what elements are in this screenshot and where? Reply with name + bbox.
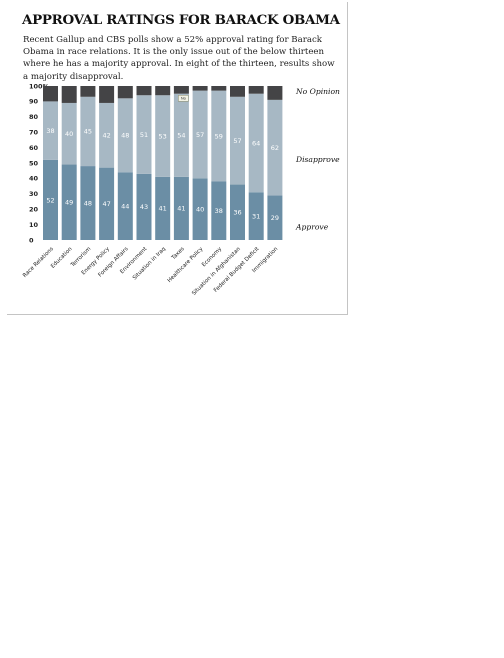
- x-tick-label: Healthcare Policy: [167, 246, 205, 284]
- bar-segment-disapprove: [230, 96, 245, 185]
- bar-segment-approve: [117, 172, 133, 240]
- bar-segment-no-opinion: [61, 86, 77, 103]
- y-tick-label: 0: [29, 236, 34, 244]
- y-tick-label: 50: [29, 159, 39, 167]
- bar-segment-no-opinion: [211, 86, 227, 91]
- bar-segment-no-opinion: [136, 86, 152, 96]
- y-tick-label: 80: [29, 113, 39, 121]
- bar-segment-disapprove: [155, 95, 171, 177]
- bar-segment-no-opinion: [117, 86, 133, 99]
- x-tick-label: Situation in Iraq: [132, 246, 167, 281]
- bar-segment-approve: [61, 164, 77, 240]
- value-label-approve: 44: [121, 202, 129, 210]
- bar-segment-approve: [173, 176, 189, 240]
- bar-segment-disapprove: [211, 90, 227, 182]
- value-label-approve: 41: [177, 205, 185, 213]
- x-tick-label: Race Relations: [22, 246, 55, 279]
- value-label-disapprove: 62: [271, 144, 279, 152]
- bar-segment-approve: [211, 181, 227, 240]
- bar-segment-no-opinion: [155, 86, 171, 96]
- bar-segment-disapprove: [43, 101, 58, 160]
- bar-segment-disapprove: [61, 102, 77, 165]
- bar-segment-no-opinion: [173, 86, 189, 94]
- y-tick-label: 20: [29, 206, 39, 214]
- value-label-disapprove: 59: [215, 132, 223, 140]
- bar-segment-disapprove: [267, 99, 283, 196]
- chart-title: APPROVAL RATINGS FOR BARACK OBAMA: [22, 12, 340, 28]
- annotation-tag: [178, 95, 189, 102]
- value-label-disapprove: 54: [177, 132, 185, 140]
- annotation-tag-text: No: [181, 96, 187, 101]
- value-label-approve: 31: [252, 212, 260, 220]
- bar-segment-disapprove: [80, 96, 96, 167]
- bar-segment-disapprove: [248, 93, 264, 193]
- y-tick-label: 90: [29, 98, 39, 106]
- bar-segment-approve: [248, 192, 264, 240]
- bar-segment-no-opinion: [99, 86, 115, 103]
- value-label-disapprove: 53: [159, 132, 167, 140]
- value-label-approve: 29: [271, 214, 279, 222]
- value-label-disapprove: 45: [84, 128, 92, 136]
- bar-segment-approve: [267, 195, 283, 240]
- bar-segment-approve: [192, 178, 208, 240]
- value-label-disapprove: 64: [252, 139, 260, 147]
- bar-segment-disapprove: [173, 93, 189, 177]
- y-tick-label: 70: [29, 129, 39, 137]
- value-label-disapprove: 42: [102, 132, 110, 140]
- bar-segment-no-opinion: [248, 86, 264, 94]
- value-label-approve: 36: [233, 209, 241, 217]
- bar-segment-approve: [43, 159, 58, 240]
- series-label-no-opinion: No Opinion: [295, 87, 340, 96]
- chart-subtitle: Recent Gallup and CBS polls show a 52% a…: [23, 35, 335, 82]
- bar-segment-approve: [80, 166, 96, 240]
- bar-segment-disapprove: [99, 102, 115, 168]
- y-tick-label: 10: [29, 221, 39, 229]
- bar-segment-no-opinion: [192, 86, 208, 91]
- value-label-disapprove: 38: [46, 127, 54, 135]
- series-label-approve: Approve: [295, 223, 329, 232]
- value-label-disapprove: 57: [196, 131, 204, 139]
- y-tick-label: 40: [29, 175, 39, 183]
- value-label-approve: 48: [84, 199, 92, 207]
- stacked-bar-chart: 0 10 20 30 40 50 60 70 80 90 100% 52 38 Race Relation…: [22, 82, 340, 297]
- bar-segment-approve: [136, 173, 152, 240]
- bar-segment-approve: [99, 167, 115, 240]
- value-label-approve: 43: [140, 203, 148, 211]
- bar-segment-no-opinion: [267, 86, 283, 100]
- value-label-approve: 49: [65, 199, 73, 207]
- bar-segment-no-opinion: [80, 86, 96, 97]
- value-label-approve: 38: [215, 207, 223, 215]
- bar-segment-disapprove: [192, 90, 208, 179]
- bar-segment-no-opinion: [230, 86, 245, 97]
- bar-segment-approve: [155, 176, 171, 240]
- value-label-disapprove: 40: [65, 130, 73, 138]
- y-tick-label: 60: [29, 144, 39, 152]
- bar-segment-no-opinion: [43, 86, 58, 102]
- bar-segment-approve: [230, 184, 245, 240]
- value-label-approve: 40: [196, 206, 204, 214]
- value-label-disapprove: 51: [140, 131, 148, 139]
- value-label-approve: 52: [46, 196, 54, 204]
- bar-segment-disapprove: [136, 95, 152, 174]
- value-label-disapprove: 57: [233, 137, 241, 145]
- value-label-disapprove: 48: [121, 132, 129, 140]
- x-tick-label: Taxes: [170, 246, 186, 262]
- value-label-approve: 47: [102, 200, 110, 208]
- y-tick-label: 30: [29, 190, 39, 198]
- series-label-disapprove: Disapprove: [295, 155, 340, 164]
- value-label-approve: 41: [159, 205, 167, 213]
- bar-segment-disapprove: [117, 98, 133, 173]
- y-tick-label: 100%: [29, 82, 50, 90]
